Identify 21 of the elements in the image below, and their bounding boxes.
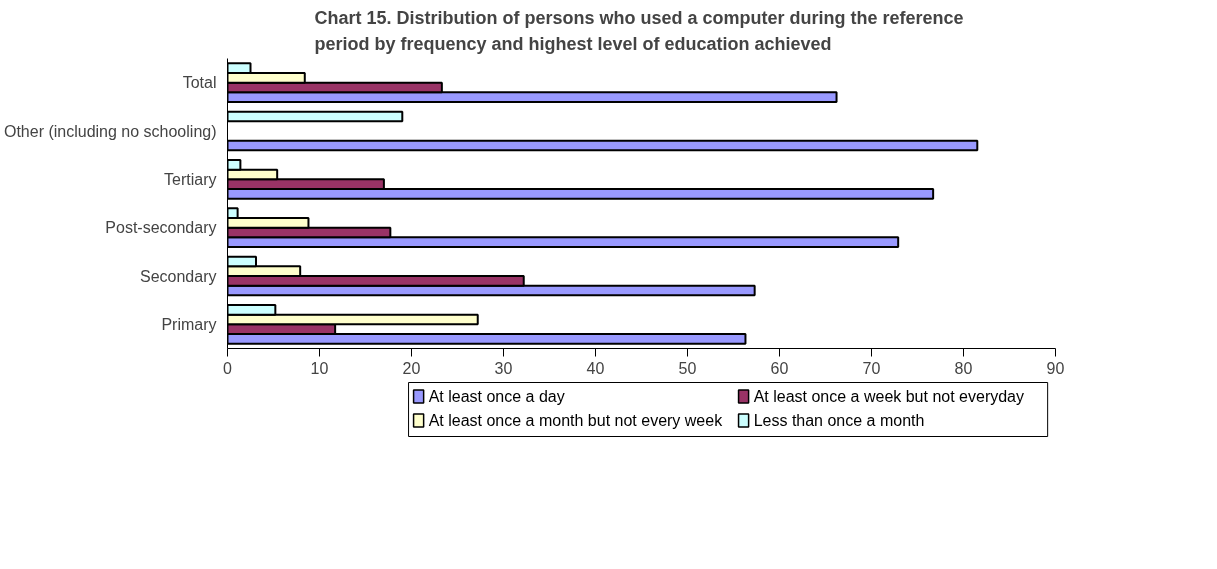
x-tick-label: 80 (954, 359, 973, 377)
x-tick-label: 50 (678, 359, 697, 377)
y-tick-label: Other (including no schooling) (3, 122, 217, 140)
x-tick-label: 70 (862, 359, 881, 377)
y-tick-label: Tertiary (164, 170, 217, 188)
x-tick-label: 20 (402, 359, 421, 377)
legend-label: At least once a day (428, 388, 565, 405)
y-tick-label: Post-secondary (105, 219, 217, 237)
y-tick-label: Total (182, 74, 217, 92)
legend-label: At least once a month but not every week (428, 412, 724, 429)
x-tick-label: 30 (494, 359, 513, 377)
x-tick-label: 10 (310, 359, 329, 377)
legend-label: Less than once a month (753, 412, 925, 429)
x-tick-label: 0 (223, 359, 233, 377)
y-tick-label: Secondary (140, 267, 217, 285)
x-tick-label: 90 (1046, 359, 1065, 377)
y-tick-label: Primary (161, 315, 217, 333)
x-tick-label: 60 (770, 359, 789, 377)
chart-title: Chart 15. Distribution of persons who used a computer during the reference period by frequency and highest level of education achieved (314, 7, 964, 54)
legend-label: At least once a week but not everyday (753, 388, 1025, 405)
x-tick-label: 40 (586, 359, 605, 377)
